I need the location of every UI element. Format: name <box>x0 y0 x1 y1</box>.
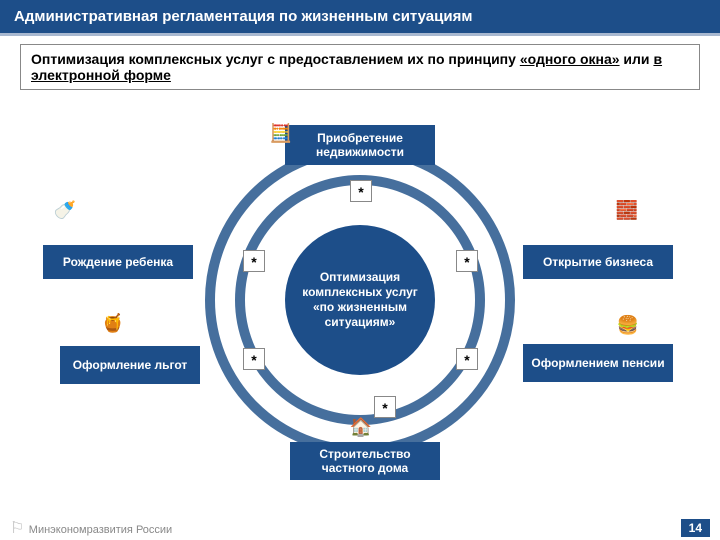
node-pension: Оформлением пенсии <box>523 344 673 382</box>
asterisk-marker: * <box>456 348 478 370</box>
node-label: Открытие бизнеса <box>543 255 653 269</box>
node-label: Строительство частного дома <box>296 447 434 476</box>
node-business: Открытие бизнеса <box>523 245 673 279</box>
subtitle-part-2: или <box>620 51 654 67</box>
node-house-build: Строительство частного дома <box>290 442 440 480</box>
page-number: 14 <box>681 519 710 537</box>
diagram-canvas: Оптимизация комплексных услуг «по жизнен… <box>0 90 720 510</box>
stroller-icon: 🍼 <box>50 195 80 225</box>
emblem-icon: ⚐ <box>10 520 24 537</box>
node-label: Приобретение недвижимости <box>291 131 429 160</box>
jar-icon: 🍯 <box>100 310 126 336</box>
asterisk-marker: * <box>374 396 396 418</box>
burger-icon: 🍔 <box>615 312 641 338</box>
subtitle-block: Оптимизация комплексных услуг с предоста… <box>20 44 700 90</box>
subtitle-part-1: Оптимизация комплексных услуг с предоста… <box>31 51 520 67</box>
node-label: Оформление льгот <box>73 358 188 372</box>
center-label: Оптимизация комплексных услуг «по жизнен… <box>293 270 427 330</box>
footer: ⚐ Минэкономразвития России 14 <box>0 516 720 540</box>
footer-org: Минэкономразвития России <box>29 524 172 536</box>
node-benefits: Оформление льгот <box>60 346 200 384</box>
house-icon: 🏠 <box>346 412 376 442</box>
subtitle-under-1: «одного окна» <box>520 51 620 67</box>
center-node: Оптимизация комплексных услуг «по жизнен… <box>285 225 435 375</box>
asterisk-marker: * <box>456 250 478 272</box>
title-text: Административная регламентация по жизнен… <box>14 8 472 25</box>
subtitle: Оптимизация комплексных услуг с предоста… <box>31 51 689 83</box>
asterisk-marker: * <box>350 180 372 202</box>
abacus-icon: 🧮 <box>268 120 294 146</box>
asterisk-marker: * <box>243 348 265 370</box>
page-number-text: 14 <box>689 521 702 535</box>
page-title: Административная регламентация по жизнен… <box>0 0 720 36</box>
bricks-icon: 🧱 <box>612 195 642 225</box>
node-real-estate: Приобретение недвижимости <box>285 125 435 165</box>
node-label: Рождение ребенка <box>63 255 173 269</box>
node-child-birth: Рождение ребенка <box>43 245 193 279</box>
asterisk-marker: * <box>243 250 265 272</box>
node-label: Оформлением пенсии <box>531 356 664 370</box>
footer-left: ⚐ Минэкономразвития России <box>10 518 172 538</box>
